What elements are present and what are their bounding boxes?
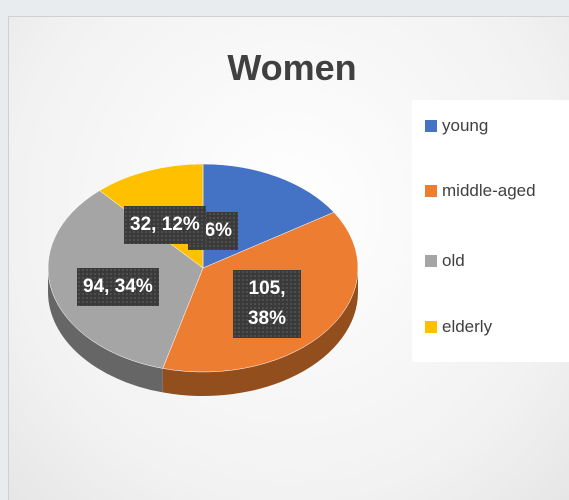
data-label: 32, 12% <box>124 206 206 244</box>
legend-label: old <box>442 251 465 270</box>
legend <box>412 100 569 362</box>
data-label: 105, 38% <box>233 270 301 338</box>
chart-title: Women <box>227 47 356 88</box>
legend-item: elderly <box>425 317 492 337</box>
legend-swatch <box>425 185 437 197</box>
data-label: 94, 34% <box>77 268 159 306</box>
legend-swatch <box>425 120 437 132</box>
legend-item: middle-aged <box>425 181 536 201</box>
legend-item: old <box>425 251 465 271</box>
legend-label: young <box>442 116 489 135</box>
legend-label: elderly <box>442 317 493 336</box>
legend-swatch <box>425 255 437 267</box>
legend-swatch <box>425 321 437 333</box>
legend-label: middle-aged <box>442 181 536 200</box>
pie-side <box>162 268 358 396</box>
legend-item: young <box>425 116 488 136</box>
